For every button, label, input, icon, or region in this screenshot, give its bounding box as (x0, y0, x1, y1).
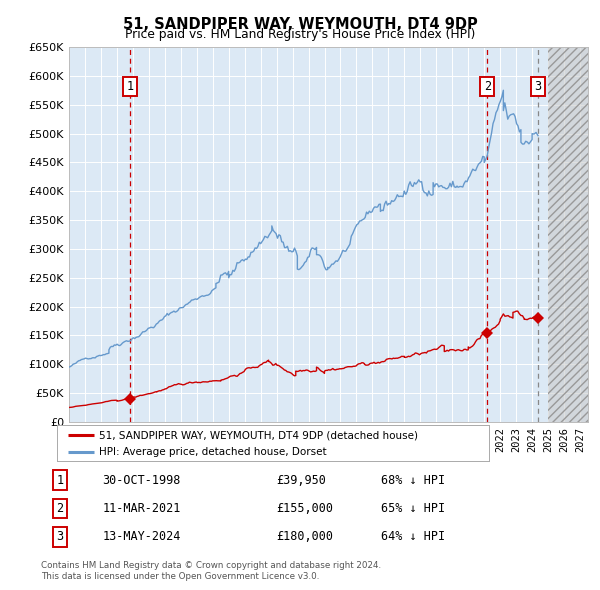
Bar (548, 47, 588, 422)
Text: 51, SANDPIPER WAY, WEYMOUTH, DT4 9DP (detached house): 51, SANDPIPER WAY, WEYMOUTH, DT4 9DP (de… (100, 430, 418, 440)
Text: 64% ↓ HPI: 64% ↓ HPI (381, 530, 445, 543)
Text: 2: 2 (56, 502, 64, 515)
Text: £180,000: £180,000 (277, 530, 334, 543)
Text: HPI: Average price, detached house, Dorset: HPI: Average price, detached house, Dors… (100, 447, 327, 457)
Text: £155,000: £155,000 (277, 502, 334, 515)
Text: Contains HM Land Registry data © Crown copyright and database right 2024.: Contains HM Land Registry data © Crown c… (41, 560, 381, 569)
Bar (548, 47, 588, 422)
Text: £39,950: £39,950 (277, 474, 326, 487)
Text: 11-MAR-2021: 11-MAR-2021 (103, 502, 181, 515)
Text: 68% ↓ HPI: 68% ↓ HPI (381, 474, 445, 487)
Text: 2: 2 (484, 80, 491, 93)
Text: 51, SANDPIPER WAY, WEYMOUTH, DT4 9DP: 51, SANDPIPER WAY, WEYMOUTH, DT4 9DP (122, 17, 478, 31)
Text: 1: 1 (127, 80, 134, 93)
Text: 65% ↓ HPI: 65% ↓ HPI (381, 502, 445, 515)
Text: 3: 3 (535, 80, 542, 93)
Text: 30-OCT-1998: 30-OCT-1998 (103, 474, 181, 487)
Text: 13-MAY-2024: 13-MAY-2024 (103, 530, 181, 543)
Text: Price paid vs. HM Land Registry's House Price Index (HPI): Price paid vs. HM Land Registry's House … (125, 28, 475, 41)
Text: 1: 1 (56, 474, 64, 487)
Text: This data is licensed under the Open Government Licence v3.0.: This data is licensed under the Open Gov… (41, 572, 319, 581)
Text: 3: 3 (56, 530, 64, 543)
